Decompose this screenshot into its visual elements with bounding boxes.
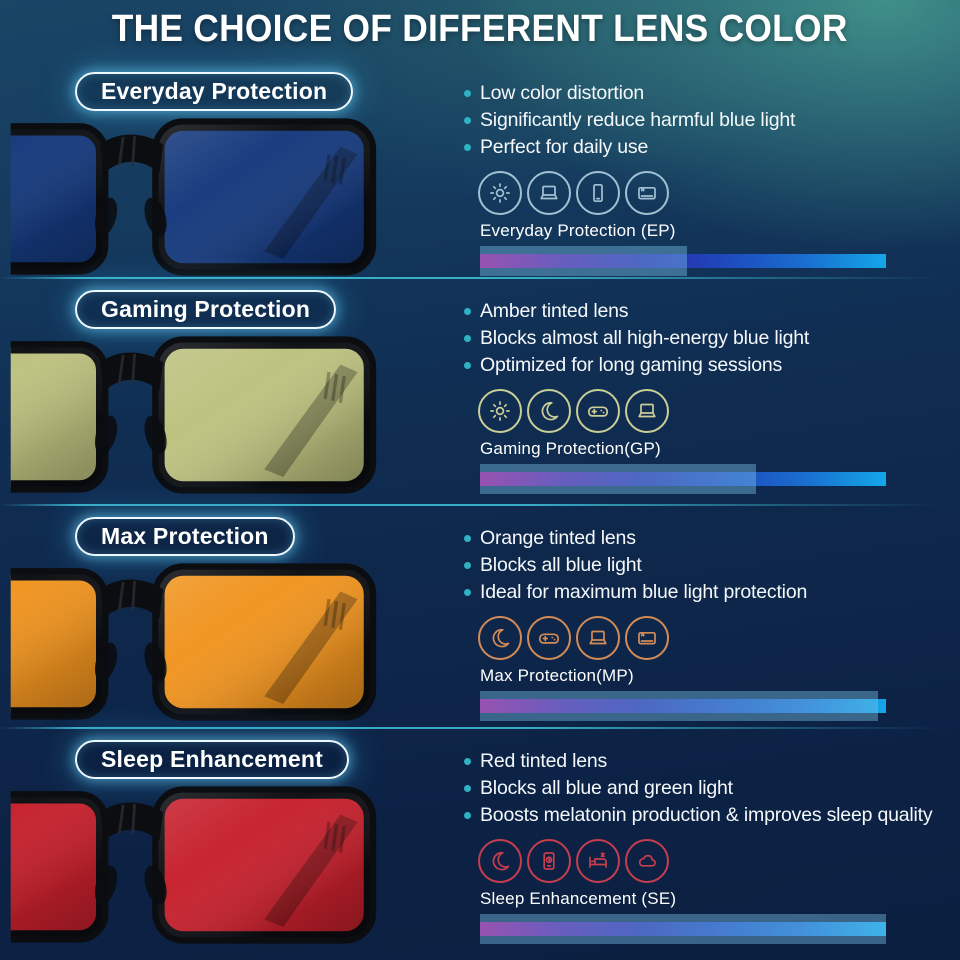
phone-icon xyxy=(527,839,571,883)
glasses-image-orange-lens xyxy=(0,561,455,723)
bullet-item: Perfect for daily use xyxy=(464,134,958,161)
section-pill: Max Protection xyxy=(75,517,295,556)
section-content: Amber tinted lens Blocks almost all high… xyxy=(464,298,958,494)
tv-icon xyxy=(625,616,669,660)
bullet-item: Ideal for maximum blue light protection xyxy=(464,579,958,606)
bullet-item: Significantly reduce harmful blue light xyxy=(464,107,958,134)
light-spectrum-gradient xyxy=(480,254,886,268)
bullet-list: Red tinted lens Blocks all blue and gree… xyxy=(464,748,958,829)
glasses-image-blue-lens xyxy=(0,116,455,278)
moon-icon xyxy=(478,839,522,883)
section-max-protection: Max Protection Orange tinted lens Blocks… xyxy=(0,504,960,728)
bullet-list: Amber tinted lens Blocks almost all high… xyxy=(464,298,958,379)
section-pill: Gaming Protection xyxy=(75,290,337,329)
moon-icon xyxy=(527,389,571,433)
section-divider xyxy=(0,727,960,729)
section-pill-label: Everyday Protection xyxy=(101,78,328,104)
light-spectrum-gradient xyxy=(480,472,886,486)
moon-icon xyxy=(478,616,522,660)
bar-label: Gaming Protection(GP) xyxy=(480,439,661,458)
cloud-icon xyxy=(625,839,669,883)
glasses-image-red-lens xyxy=(0,784,455,946)
laptop-icon xyxy=(527,171,571,215)
section-divider xyxy=(0,277,960,279)
tv-icon xyxy=(625,171,669,215)
section-divider xyxy=(0,504,960,506)
bar-label: Max Protection(MP) xyxy=(480,666,634,685)
icon-row xyxy=(478,389,958,433)
spectrum-bar xyxy=(480,246,886,276)
section-pill-label: Max Protection xyxy=(101,523,269,549)
section-everyday-protection: Everyday Protection Low color distortion… xyxy=(0,60,960,278)
blocked-range-overlay xyxy=(480,691,878,721)
section-pill-label: Sleep Enhancement xyxy=(101,746,323,772)
section-content: Orange tinted lens Blocks all blue light… xyxy=(464,525,958,721)
bed-icon xyxy=(576,839,620,883)
sun-icon xyxy=(478,171,522,215)
gamepad-icon xyxy=(527,616,571,660)
spectrum-bar xyxy=(480,691,886,721)
section-content: Low color distortion Significantly reduc… xyxy=(464,80,958,276)
page-title: THE CHOICE OF DIFFERENT LENS COLOR xyxy=(0,8,960,51)
light-spectrum-gradient xyxy=(480,922,886,936)
smartphone-icon xyxy=(576,171,620,215)
section-sleep-enhancement: Sleep Enhancement Red tinted lens Blocks… xyxy=(0,727,960,960)
laptop-icon xyxy=(625,389,669,433)
icon-row xyxy=(478,839,958,883)
spectrum-bar xyxy=(480,914,886,944)
bar-label: Everyday Protection (EP) xyxy=(480,221,676,240)
section-gaming-protection: Gaming Protection Amber tinted lens Bloc… xyxy=(0,277,960,505)
bullet-item: Blocks almost all high-energy blue light xyxy=(464,325,958,352)
bullet-item: Blocks all blue light xyxy=(464,552,958,579)
bullet-item: Low color distortion xyxy=(464,80,958,107)
bullet-list: Low color distortion Significantly reduc… xyxy=(464,80,958,161)
glasses-image-amber-lens xyxy=(0,334,455,496)
bullet-item: Red tinted lens xyxy=(464,748,958,775)
blocked-range-overlay xyxy=(480,246,688,276)
page-title-text: THE CHOICE OF DIFFERENT LENS COLOR xyxy=(112,8,848,50)
bar-label: Sleep Enhancement (SE) xyxy=(480,889,677,908)
sun-icon xyxy=(478,389,522,433)
bullet-item: Blocks all blue and green light xyxy=(464,775,958,802)
bullet-item: Orange tinted lens xyxy=(464,525,958,552)
spectrum-bar xyxy=(480,464,886,494)
laptop-icon xyxy=(576,616,620,660)
gamepad-icon xyxy=(576,389,620,433)
blocked-range-overlay xyxy=(480,914,886,944)
section-pill-label: Gaming Protection xyxy=(101,296,311,322)
icon-row xyxy=(478,616,958,660)
light-spectrum-gradient xyxy=(480,699,886,713)
section-content: Red tinted lens Blocks all blue and gree… xyxy=(464,748,958,944)
blocked-range-overlay xyxy=(480,464,757,494)
section-pill: Everyday Protection xyxy=(75,72,354,111)
bullet-list: Orange tinted lens Blocks all blue light… xyxy=(464,525,958,606)
icon-row xyxy=(478,171,958,215)
bullet-item: Amber tinted lens xyxy=(464,298,958,325)
bullet-item: Optimized for long gaming sessions xyxy=(464,352,958,379)
section-pill: Sleep Enhancement xyxy=(75,740,349,779)
bullet-item: Boosts melatonin production & improves s… xyxy=(464,802,958,829)
